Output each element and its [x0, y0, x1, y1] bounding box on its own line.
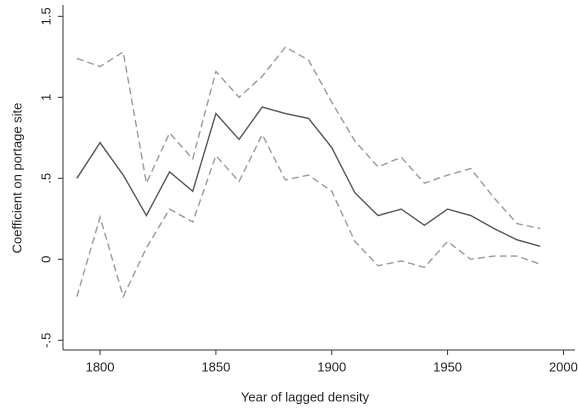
y-tick-label: -.5	[38, 333, 53, 348]
y-tick-label: 0	[38, 256, 53, 263]
x-tick-label: 1800	[86, 359, 115, 374]
x-tick-label: 1950	[433, 359, 462, 374]
series-line	[76, 106, 541, 248]
x-tick-label: 2000	[549, 359, 578, 374]
series-line	[76, 133, 541, 299]
series-line	[76, 46, 541, 230]
y-tick-label: 1	[38, 94, 53, 101]
y-tick-label: .5	[38, 173, 53, 184]
y-tick-label: 1.5	[38, 7, 53, 25]
x-tick-label: 1850	[201, 359, 230, 374]
x-tick-label: 1900	[317, 359, 346, 374]
y-axis-title: Coefficient on portage site	[9, 103, 24, 254]
x-axis-title: Year of lagged density	[241, 389, 370, 404]
